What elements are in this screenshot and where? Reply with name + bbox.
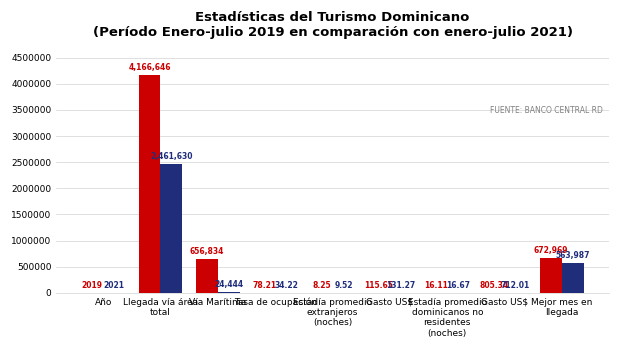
Text: FUENTE: BANCO CENTRAL RD: FUENTE: BANCO CENTRAL RD	[490, 106, 603, 115]
Text: 656,834: 656,834	[190, 247, 224, 255]
Text: 4,166,646: 4,166,646	[128, 63, 171, 72]
Bar	[562, 263, 584, 293]
Bar	[540, 258, 562, 293]
Text: 78.21: 78.21	[252, 281, 277, 290]
Text: 16.67: 16.67	[446, 281, 470, 290]
Bar	[139, 75, 161, 293]
Text: 131.27: 131.27	[386, 281, 415, 290]
Bar	[218, 291, 240, 293]
Text: 712.01: 712.01	[501, 281, 530, 290]
Text: 8.25: 8.25	[312, 281, 331, 290]
Bar	[161, 164, 182, 293]
Text: 24,444: 24,444	[214, 280, 243, 289]
Text: 115.65: 115.65	[365, 281, 394, 290]
Text: 16.11: 16.11	[425, 281, 448, 290]
Text: 805.34: 805.34	[479, 281, 508, 290]
Bar	[196, 259, 218, 293]
Text: 672,969: 672,969	[534, 246, 569, 255]
Text: 9.52: 9.52	[334, 281, 353, 290]
Text: 2021: 2021	[104, 281, 125, 290]
Text: 2,461,630: 2,461,630	[150, 152, 193, 161]
Title: Estadísticas del Turismo Dominicano
(Período Enero-julio 2019 en comparación con: Estadísticas del Turismo Dominicano (Per…	[92, 11, 572, 39]
Text: 34.22: 34.22	[274, 281, 298, 290]
Text: 563,987: 563,987	[556, 252, 590, 260]
Text: 2019: 2019	[82, 281, 103, 290]
